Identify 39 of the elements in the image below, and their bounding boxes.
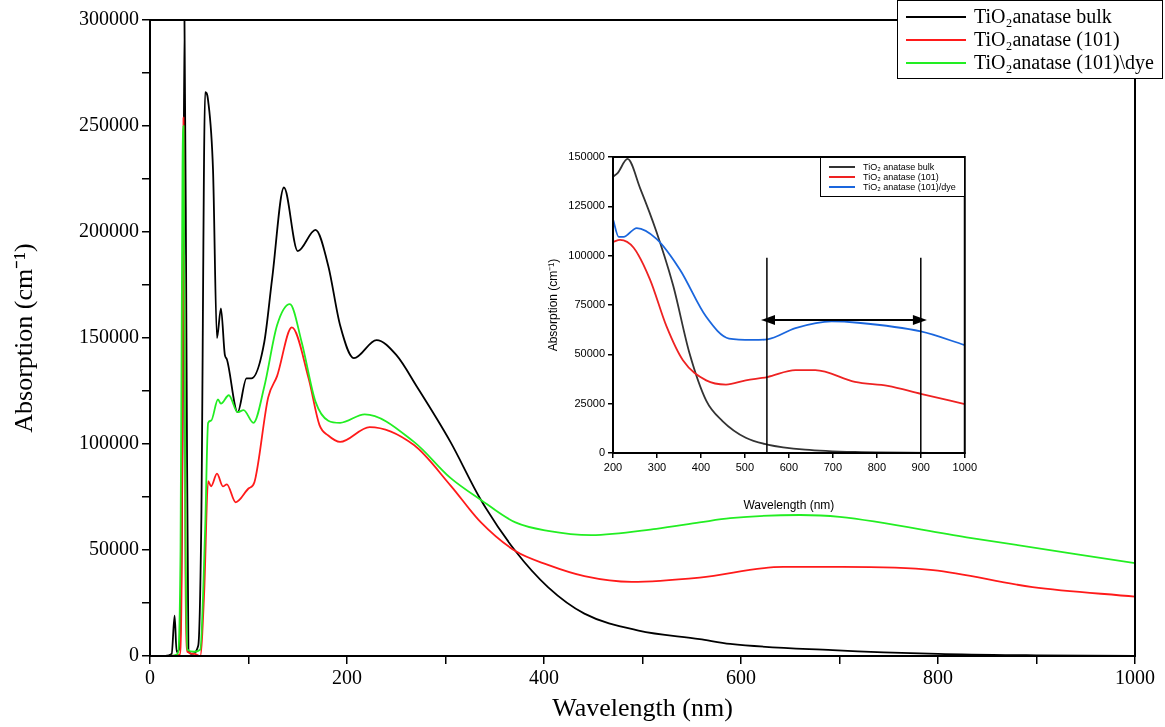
y-tick-label: 25000 [574, 396, 605, 409]
y-tick-label: 150000 [568, 150, 605, 163]
y-axis-title: Absorption (cm⁻¹) [9, 243, 39, 433]
x-tick-label: 400 [529, 666, 559, 689]
y-tick-label: 150000 [79, 325, 139, 348]
x-tick-label: 500 [735, 460, 755, 473]
x-tick-label: 200 [332, 666, 362, 689]
x-axis-title: Wavelength (nm) [743, 498, 835, 513]
y-tick-label: 0 [598, 446, 605, 459]
y-axis-title: Absorption (cm⁻¹) [545, 258, 560, 352]
x-tick-label: 800 [923, 666, 953, 689]
x-tick-label: 0 [145, 666, 155, 689]
y-tick-label: 100000 [568, 248, 605, 261]
legend-label: TiO₂ anatase (101)/dye [863, 182, 956, 192]
x-tick-label: 1000 [952, 460, 978, 473]
x-tick-label: 700 [823, 460, 843, 473]
x-tick-label: 900 [911, 460, 930, 473]
y-tick-label: 75000 [574, 298, 605, 311]
y-tick-label: 200000 [79, 219, 139, 242]
y-tick-label: 0 [129, 643, 139, 666]
y-tick-label: 125000 [568, 199, 605, 212]
x-tick-label: 800 [867, 460, 886, 473]
legend-label: TiO₂anatase (101)\dye [973, 51, 1154, 74]
legend-label: TiO₂anatase (101) [973, 28, 1120, 51]
legend-label: TiO₂anatase bulk [973, 5, 1112, 28]
x-tick-label: 300 [647, 460, 667, 473]
legend-label: TiO₂ anatase bulk [863, 162, 935, 172]
x-tick-label: 200 [603, 460, 623, 473]
y-tick-label: 250000 [79, 113, 139, 136]
legend-label: TiO₂ anatase (101) [863, 172, 939, 182]
y-tick-label: 100000 [79, 431, 139, 454]
x-tick-label: 400 [691, 460, 711, 473]
y-tick-label: 50000 [574, 347, 605, 360]
y-tick-label: 50000 [89, 537, 139, 560]
x-axis-title: Wavelength (nm) [552, 693, 733, 723]
y-tick-label: 300000 [79, 7, 139, 30]
x-tick-label: 600 [779, 460, 799, 473]
x-tick-label: 1000 [1115, 666, 1155, 689]
x-tick-label: 600 [726, 666, 756, 689]
